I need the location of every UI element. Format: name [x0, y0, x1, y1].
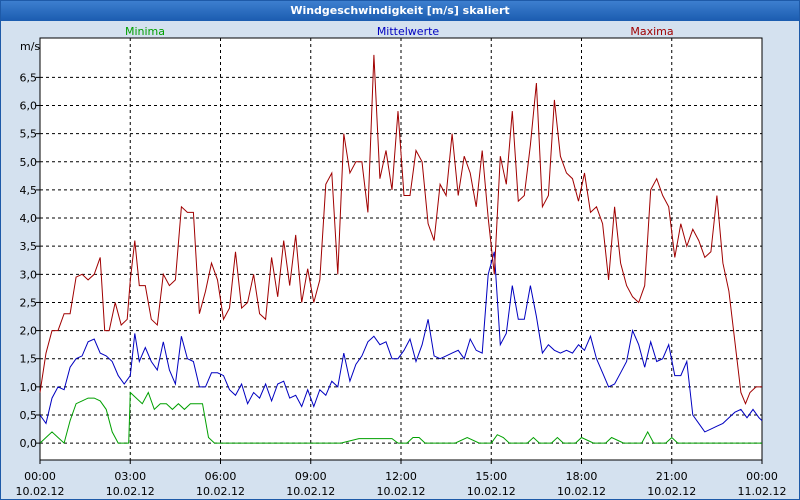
- axis-labels: 0,0 0,5 1,0 1,5 2,0 2,5 3,0 3,5 4,0 4,5 5,0 5,5 6,0 6…: [16, 71, 787, 498]
- x-tick-date: 10.02.12: [467, 485, 516, 498]
- y-tick-label: 3,0: [20, 268, 38, 281]
- x-tick-time: 09:00: [295, 470, 327, 483]
- y-tick-label: 6,0: [20, 100, 38, 113]
- x-tick-time: 00:00: [746, 470, 778, 483]
- x-tick-time: 21:00: [656, 470, 688, 483]
- x-tick-date: 10.02.12: [647, 485, 696, 498]
- y-tick-label: 4,5: [20, 184, 38, 197]
- legend: Minima Mittelwerte Maxima: [125, 25, 674, 38]
- series-line-maxima: [39, 54, 762, 406]
- window-title: Windgeschwindigkeit [m/s] skaliert: [1, 1, 799, 21]
- legend-maxima: Maxima: [630, 25, 673, 38]
- y-tick-label: 4,0: [20, 212, 38, 225]
- y-tick-label: 2,5: [20, 296, 38, 309]
- x-tick-date: 10.02.12: [196, 485, 245, 498]
- y-tick-label: 1,5: [20, 353, 38, 366]
- y-tick-label: 3,5: [20, 240, 38, 253]
- x-tick-time: 03:00: [114, 470, 146, 483]
- y-tick-label: 2,0: [20, 325, 38, 338]
- series-line-mittelwerte: [39, 251, 763, 433]
- x-tick-time: 12:00: [385, 470, 417, 483]
- x-tick-date: 10.02.12: [106, 485, 155, 498]
- y-tick-label: 0,0: [20, 437, 38, 450]
- y-axis-label: m/s: [20, 40, 40, 53]
- x-tick-time: 18:00: [566, 470, 598, 483]
- x-tick-date: 10.02.12: [377, 485, 426, 498]
- x-tick-date: 10.02.12: [557, 485, 606, 498]
- legend-minima: Minima: [125, 25, 165, 38]
- y-tick-label: 5,0: [20, 156, 38, 169]
- x-tick-time: 15:00: [475, 470, 507, 483]
- x-tick-time: 06:00: [205, 470, 237, 483]
- series-layer: [39, 54, 763, 445]
- y-tick-label: 0,5: [20, 409, 38, 422]
- legend-mittelwerte: Mittelwerte: [377, 25, 440, 38]
- x-tick-date: 11.02.12: [738, 485, 787, 498]
- y-tick-label: 1,0: [20, 381, 38, 394]
- y-tick-label: 6,5: [20, 71, 38, 84]
- series-line-minima: [39, 391, 762, 445]
- y-tick-label: 5,5: [20, 128, 38, 141]
- x-tick-time: 00:00: [24, 470, 56, 483]
- x-tick-date: 10.02.12: [286, 485, 335, 498]
- x-tick-date: 10.02.12: [16, 485, 65, 498]
